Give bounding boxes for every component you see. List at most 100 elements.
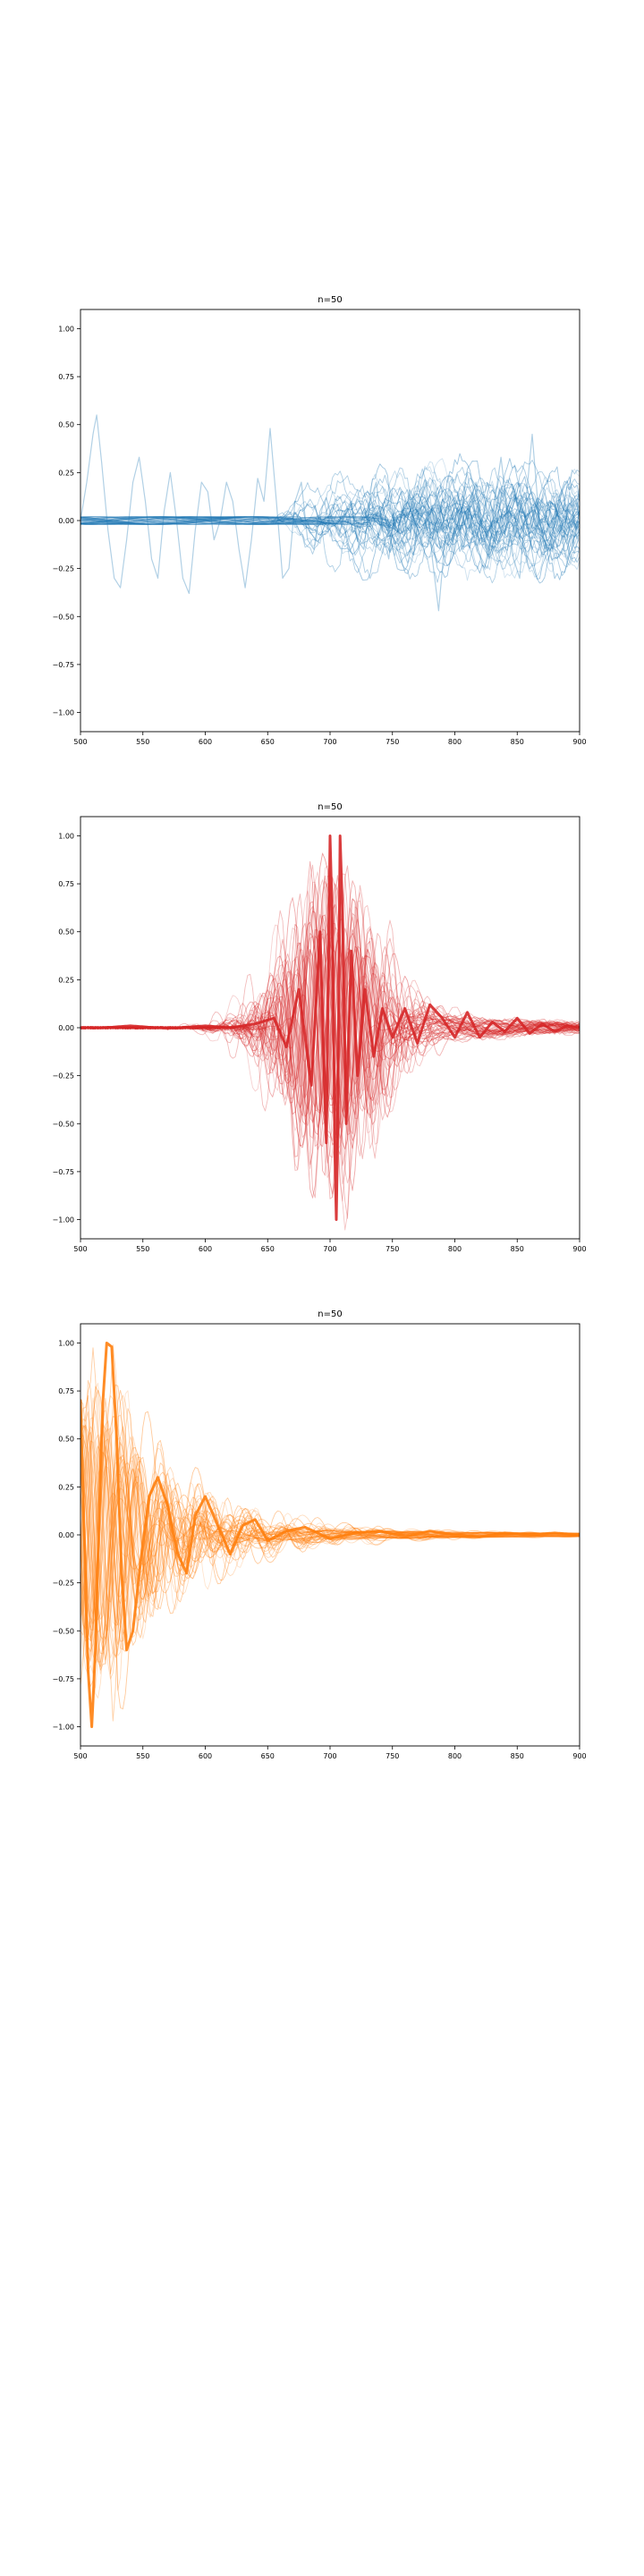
y-tick-label: 1.00	[58, 1339, 74, 1347]
traces-group	[80, 414, 580, 612]
x-tick-label: 900	[572, 738, 586, 746]
series-line	[80, 496, 580, 555]
y-tick-label: 0.75	[58, 1387, 74, 1395]
series-line	[80, 477, 580, 568]
x-tick-label: 600	[199, 1752, 212, 1760]
series-line	[80, 491, 580, 550]
series-line	[80, 493, 580, 550]
y-tick-label: 0.75	[58, 373, 74, 381]
x-tick-label: 850	[511, 1752, 524, 1760]
series-line	[80, 490, 580, 556]
chart-title: n=50	[318, 802, 342, 812]
chart-panel-1: n=50 500 550 600 650 700 750 800 850 900 −1.00 −0.7…	[52, 295, 586, 746]
series-line	[80, 461, 580, 579]
series-line	[80, 475, 580, 557]
x-tick-label: 550	[136, 1245, 149, 1253]
series-line	[80, 470, 580, 566]
series-line	[80, 1395, 580, 1675]
x-tick-label: 850	[511, 738, 524, 746]
x-tick-label: 900	[572, 1752, 586, 1760]
traces-group	[80, 1342, 580, 1728]
series-line	[80, 1410, 580, 1691]
x-tick-label: 750	[386, 738, 399, 746]
y-tick-label: 0.00	[58, 1531, 74, 1539]
series-line	[80, 470, 580, 584]
series-line	[80, 464, 580, 580]
y-tick-label: −1.00	[52, 709, 74, 717]
series-line	[80, 489, 580, 555]
series-line	[80, 458, 580, 579]
x-tick-label: 500	[73, 1752, 87, 1760]
traces-group	[80, 835, 580, 1231]
series-line	[80, 1432, 580, 1663]
chart-panel-2: n=50 500 550 600 650 700 750 800 850 900 −1.00 −0.7…	[52, 802, 586, 1253]
x-tick-label: 700	[323, 1245, 336, 1253]
series-line	[80, 492, 580, 547]
y-tick-label: −0.75	[52, 1168, 74, 1176]
y-tick-label: −0.50	[52, 1627, 74, 1635]
series-line	[80, 472, 580, 567]
series-line	[80, 460, 580, 584]
y-tick-label: 0.25	[58, 976, 74, 984]
x-tick-label: 650	[261, 738, 275, 746]
x-tick-label: 600	[199, 1245, 212, 1253]
chart-title: n=50	[318, 1309, 342, 1319]
x-tick-label: 800	[448, 1752, 462, 1760]
y-tick-label: −0.25	[52, 565, 74, 573]
series-line	[80, 1389, 580, 1710]
series-line	[80, 484, 580, 565]
series-line	[80, 470, 580, 578]
y-tick-label: −1.00	[52, 1724, 74, 1732]
series-line	[80, 1389, 580, 1671]
x-tick-label: 500	[73, 738, 87, 746]
y-tick-label: −0.75	[52, 1675, 74, 1683]
series-line	[80, 493, 580, 552]
y-tick-label: 0.00	[58, 517, 74, 525]
series-line	[80, 1419, 580, 1640]
series-line	[80, 491, 580, 562]
series-line-representative	[80, 835, 580, 1221]
series-line	[80, 488, 580, 563]
series-line	[80, 453, 580, 580]
series-line	[80, 483, 580, 551]
series-line	[80, 469, 580, 570]
series-line	[80, 1434, 580, 1657]
series-line	[80, 487, 580, 553]
x-tick-label: 700	[323, 738, 336, 746]
series-line	[80, 489, 580, 550]
x-tick-label: 650	[261, 1245, 275, 1253]
y-tick-label: 1.00	[58, 325, 74, 333]
series-line	[80, 479, 580, 564]
series-line	[80, 1385, 580, 1722]
y-tick-label: 0.50	[58, 421, 74, 429]
y-tick-label: 0.25	[58, 1483, 74, 1491]
series-line	[80, 479, 580, 554]
y-tick-label: −0.75	[52, 661, 74, 669]
series-line	[80, 493, 580, 555]
series-line	[80, 485, 580, 557]
chart-title: n=50	[318, 295, 342, 305]
series-line	[80, 487, 580, 553]
y-tick-label: 0.50	[58, 1436, 74, 1444]
series-line	[80, 486, 580, 566]
series-line	[80, 1422, 580, 1630]
series-line-representative	[80, 414, 580, 612]
x-tick-label: 550	[136, 1752, 149, 1760]
x-tick-label: 850	[511, 1245, 524, 1253]
y-tick-label: −0.50	[52, 613, 74, 621]
series-line	[80, 489, 580, 551]
series-line	[80, 1426, 580, 1631]
x-tick-label: 600	[199, 738, 212, 746]
chart-panel-3: n=50 500 550 600 650 700 750 800 850 900 −1.00 −0.7…	[52, 1309, 586, 1760]
series-line	[80, 1394, 580, 1651]
series-line	[80, 459, 580, 583]
series-line	[80, 494, 580, 550]
series-line	[80, 458, 580, 579]
series-line	[80, 489, 580, 558]
series-line	[80, 475, 580, 580]
series-line	[80, 482, 580, 552]
series-line	[80, 483, 580, 565]
x-tick-label: 750	[386, 1752, 399, 1760]
x-tick-label: 900	[572, 1245, 586, 1253]
series-line	[80, 473, 580, 571]
